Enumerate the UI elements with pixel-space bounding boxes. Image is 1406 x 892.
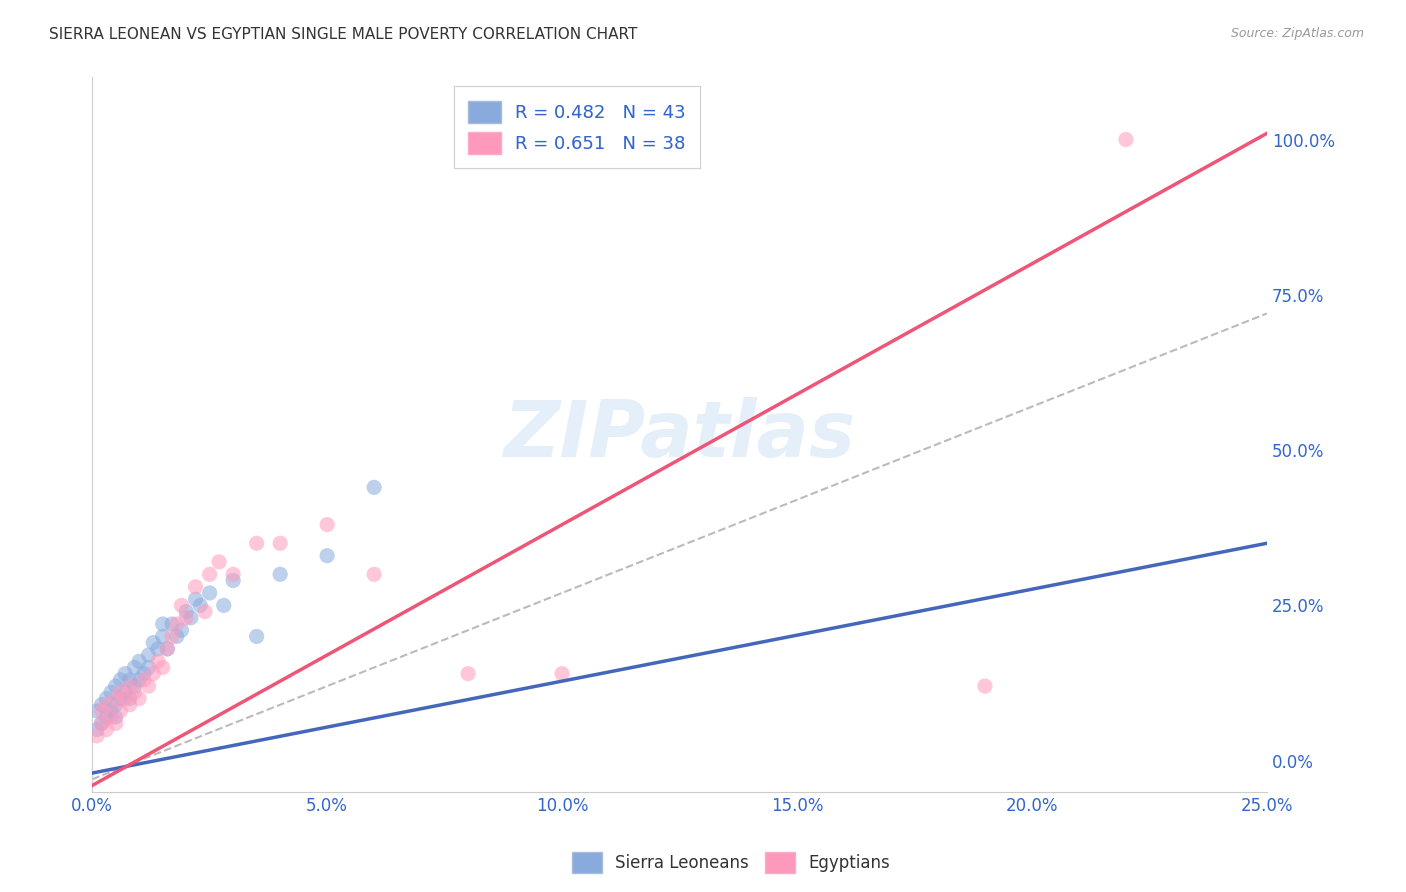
Point xyxy=(194,605,217,619)
Point xyxy=(138,660,160,674)
Point xyxy=(96,710,118,724)
Point xyxy=(118,679,141,693)
Point xyxy=(86,723,108,737)
Point xyxy=(166,629,188,643)
Point xyxy=(132,673,155,687)
Point xyxy=(100,685,122,699)
Point xyxy=(90,698,112,712)
Point xyxy=(96,723,118,737)
Point xyxy=(222,574,245,588)
Point xyxy=(146,641,169,656)
Text: Source: ZipAtlas.com: Source: ZipAtlas.com xyxy=(1230,27,1364,40)
Point xyxy=(198,586,221,600)
Point xyxy=(128,654,150,668)
Point xyxy=(110,704,132,718)
Text: ZIPatlas: ZIPatlas xyxy=(503,397,856,473)
Point xyxy=(118,698,141,712)
Point xyxy=(142,666,165,681)
Point xyxy=(170,624,193,638)
Point xyxy=(124,679,146,693)
Point xyxy=(96,691,118,706)
Point xyxy=(100,710,122,724)
Point xyxy=(166,617,188,632)
Point xyxy=(152,617,174,632)
Point xyxy=(100,704,122,718)
Point xyxy=(142,635,165,649)
Point xyxy=(316,517,339,532)
Point xyxy=(110,673,132,687)
Point xyxy=(138,648,160,662)
Point xyxy=(974,679,997,693)
Point xyxy=(1115,132,1137,146)
Point xyxy=(104,698,127,712)
Point xyxy=(118,673,141,687)
Point xyxy=(212,599,235,613)
Point xyxy=(222,567,245,582)
Point xyxy=(114,691,136,706)
Point xyxy=(118,691,141,706)
Point xyxy=(104,679,127,693)
Legend: R = 0.482   N = 43, R = 0.651   N = 38: R = 0.482 N = 43, R = 0.651 N = 38 xyxy=(454,87,700,169)
Point xyxy=(152,629,174,643)
Point xyxy=(180,611,202,625)
Point xyxy=(124,685,146,699)
Point xyxy=(246,536,269,550)
Legend: Sierra Leoneans, Egyptians: Sierra Leoneans, Egyptians xyxy=(565,846,897,880)
Point xyxy=(90,716,112,731)
Point xyxy=(110,685,132,699)
Point xyxy=(457,666,479,681)
Point xyxy=(316,549,339,563)
Point xyxy=(114,685,136,699)
Point xyxy=(174,605,197,619)
Point xyxy=(269,567,291,582)
Point xyxy=(86,704,108,718)
Text: SIERRA LEONEAN VS EGYPTIAN SINGLE MALE POVERTY CORRELATION CHART: SIERRA LEONEAN VS EGYPTIAN SINGLE MALE P… xyxy=(49,27,637,42)
Point xyxy=(104,691,127,706)
Point xyxy=(156,641,179,656)
Point xyxy=(184,592,207,607)
Point xyxy=(104,710,127,724)
Point xyxy=(160,629,183,643)
Point xyxy=(269,536,291,550)
Point xyxy=(363,480,385,494)
Point xyxy=(188,599,211,613)
Point xyxy=(152,660,174,674)
Point xyxy=(96,698,118,712)
Point xyxy=(146,654,169,668)
Point xyxy=(208,555,231,569)
Point xyxy=(90,704,112,718)
Point xyxy=(198,567,221,582)
Point xyxy=(160,617,183,632)
Point xyxy=(363,567,385,582)
Point xyxy=(90,716,112,731)
Point xyxy=(114,666,136,681)
Point xyxy=(138,679,160,693)
Point xyxy=(132,666,155,681)
Point xyxy=(156,641,179,656)
Point xyxy=(551,666,574,681)
Point xyxy=(184,580,207,594)
Point xyxy=(104,716,127,731)
Point xyxy=(170,599,193,613)
Point xyxy=(128,691,150,706)
Point xyxy=(174,611,197,625)
Point xyxy=(246,629,269,643)
Point xyxy=(124,660,146,674)
Point xyxy=(110,691,132,706)
Point xyxy=(86,729,108,743)
Point xyxy=(128,673,150,687)
